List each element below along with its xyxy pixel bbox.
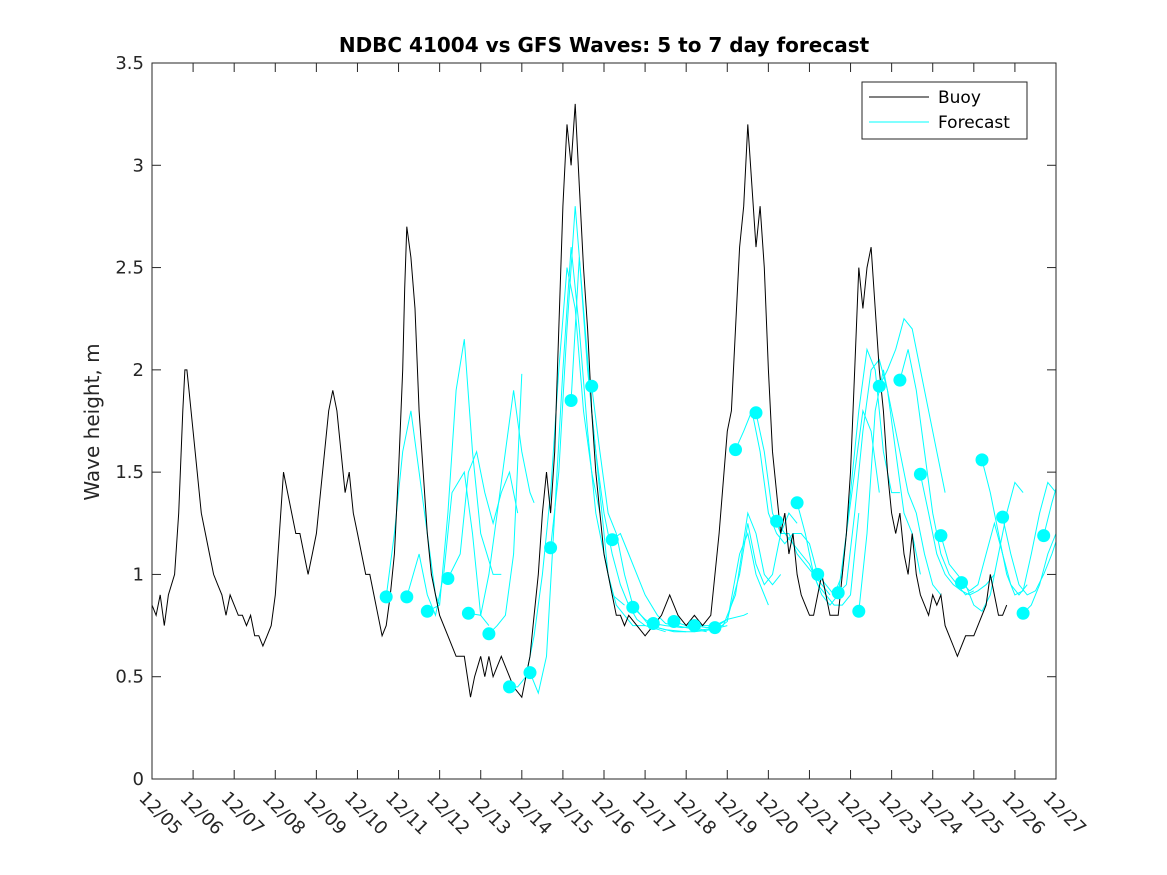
y-tick-label: 1 (133, 564, 144, 585)
legend-box (861, 81, 1028, 140)
legend: Buoy Forecast (861, 81, 1028, 140)
forecast-start-marker (708, 621, 722, 635)
forecast-start-marker (544, 541, 558, 555)
forecast-line (1002, 516, 1057, 596)
forecast-start-marker (667, 615, 681, 628)
forecast-start-marker (605, 533, 619, 547)
forecast-line (611, 532, 707, 633)
forecast-line (447, 449, 519, 579)
forecast-line (406, 470, 490, 626)
forecast-line (940, 481, 1024, 613)
y-tick-label: 3.5 (115, 53, 144, 74)
forecast-start-marker (482, 627, 496, 641)
forecast-start-marker (749, 406, 763, 420)
y-tick-label: 0 (133, 769, 144, 790)
forecast-line (714, 512, 798, 629)
forecast-start-marker (523, 666, 537, 680)
forecast-start-marker (790, 496, 804, 510)
legend-forecast-label: Forecast (938, 113, 1010, 133)
y-tick-label: 2.5 (115, 258, 144, 279)
forecast-start-marker (503, 680, 516, 694)
forecast-start-marker (955, 576, 968, 590)
forecast-line (653, 612, 749, 629)
forecast-start-marker (400, 590, 414, 604)
forecast-start-marker (420, 604, 434, 618)
forecast-start-marker (831, 586, 845, 600)
forecast-line (735, 409, 819, 575)
forecast-start-marker (934, 529, 948, 543)
forecast-start-marker (893, 373, 907, 387)
forecast-line (570, 257, 666, 633)
forecast-line (817, 347, 900, 596)
forecast-line (961, 521, 1028, 596)
forecast-start-marker (461, 606, 475, 620)
y-axis-label: Wave height, m (80, 343, 104, 500)
y-tick-label: 3 (133, 155, 144, 176)
forecast-line (878, 317, 946, 493)
chart-title: NDBC 41004 vs GFS Waves: 5 to 7 day fore… (339, 33, 870, 57)
forecast-start-marker (626, 600, 640, 614)
forecast-start-markers (379, 373, 1051, 694)
forecast-start-marker (852, 604, 866, 618)
forecast-start-marker (564, 394, 578, 407)
forecast-line (1022, 533, 1057, 614)
forecast-start-marker (811, 567, 825, 581)
buoy-layer (151, 103, 1008, 699)
forecast-start-marker (729, 443, 742, 457)
forecast-line (427, 339, 502, 612)
forecast-start-marker (646, 617, 660, 630)
forecast-line (981, 459, 1057, 596)
forecast-line (1043, 488, 1057, 536)
y-tick-label: 1.5 (115, 462, 144, 483)
forecast-line (858, 369, 942, 612)
forecast-start-marker (975, 453, 989, 467)
forecast-start-marker (585, 379, 599, 393)
forecast-line (468, 390, 535, 616)
buoy-line (151, 103, 1008, 699)
forecast-start-marker (1016, 606, 1030, 620)
forecast-start-marker (913, 467, 927, 481)
legend-buoy-label: Buoy (938, 88, 981, 108)
forecast-start-marker (872, 379, 886, 393)
forecast-line (509, 267, 601, 688)
forecast-start-marker (441, 572, 455, 585)
y-axis: 0 0.5 1 1.5 2 2.5 3 3.5 (115, 53, 1056, 790)
forecast-start-marker (770, 514, 784, 528)
forecast-start-marker (996, 510, 1010, 524)
y-tick-label: 2 (133, 360, 144, 381)
plot-area (152, 63, 1056, 779)
forecast-start-marker (687, 619, 701, 633)
forecast-start-marker (1037, 529, 1051, 543)
forecast-line (488, 373, 523, 635)
forecast-line (837, 358, 921, 594)
forecast-start-marker (379, 590, 393, 604)
forecast-line (919, 474, 995, 596)
y-tick-label: 0.5 (115, 667, 144, 688)
